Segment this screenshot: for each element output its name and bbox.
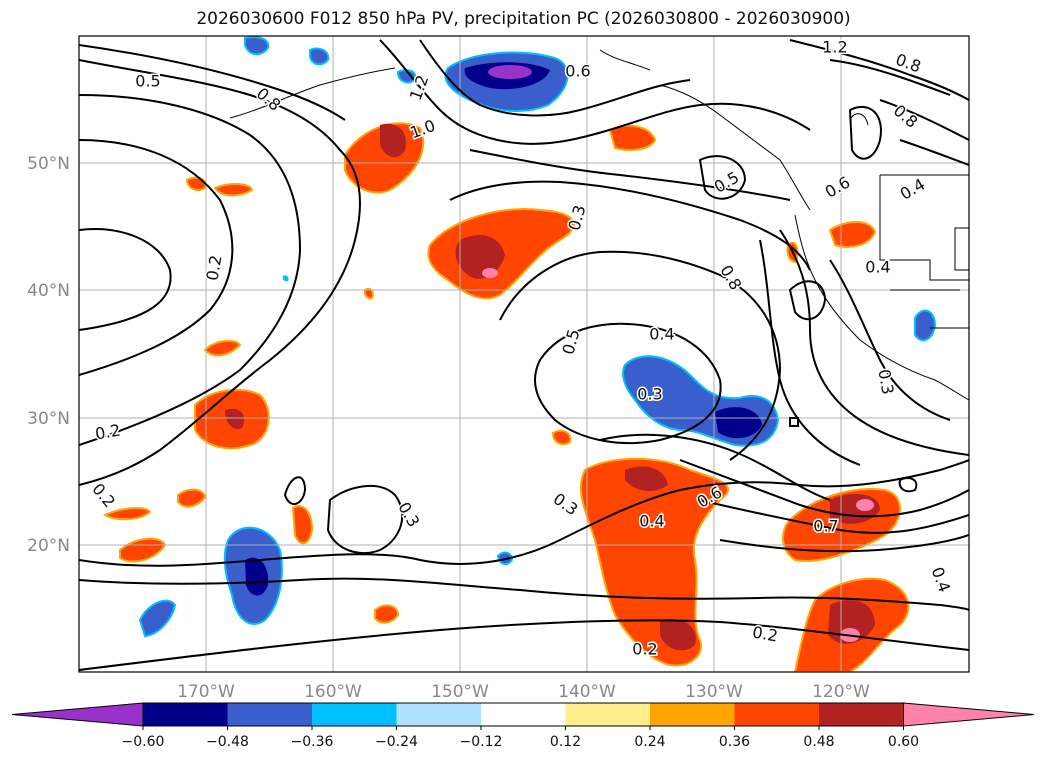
precip-negative-shading — [138, 36, 937, 638]
colorbar-segment — [227, 703, 313, 726]
lat-tick-label: 40°N — [27, 281, 70, 301]
precip-region — [225, 408, 245, 430]
precip-region — [579, 457, 729, 667]
lon-tick-label: 140°W — [558, 682, 616, 702]
precip-region — [309, 47, 330, 66]
pv-contours — [79, 39, 969, 671]
colorbar-tick-label: −0.24 — [375, 734, 418, 750]
precip-region — [551, 429, 572, 446]
colorbar-segment — [819, 703, 904, 726]
colorbar-tick-label: 0.24 — [634, 734, 665, 750]
lat-tick-label: 30°N — [27, 409, 70, 429]
colorbar-tick-label: −0.48 — [206, 734, 249, 750]
precip-region — [245, 557, 269, 596]
lon-tick-label: 120°W — [812, 682, 870, 702]
colorbar-tick-label: −0.36 — [291, 734, 334, 750]
contour-label: 0.2 — [751, 622, 779, 645]
colorbar-segment — [734, 703, 820, 726]
contour-label: 0.6 — [565, 62, 590, 81]
colorbar-extend-low — [11, 702, 144, 727]
lon-tick-label: 170°W — [177, 682, 235, 702]
precip-region — [828, 600, 875, 644]
precip-region — [914, 309, 937, 342]
colorbar-tick-label: 0.12 — [550, 734, 581, 750]
precip-region — [482, 268, 498, 278]
lon-tick-label: 150°W — [431, 682, 489, 702]
lon-tick-label: 130°W — [685, 682, 743, 702]
contour-label: 0.5 — [135, 72, 160, 91]
contour-label: 0.2 — [632, 640, 657, 659]
precip-region — [203, 339, 242, 357]
precip-region — [380, 123, 406, 158]
colorbar-segment — [650, 703, 735, 726]
lat-tick-label: 20°N — [27, 536, 70, 556]
map-title: 2026030600 F012 850 hPa PV, precipitatio… — [196, 9, 851, 29]
gridlines — [79, 36, 969, 672]
contour-label: 0.2 — [94, 420, 122, 443]
colorbar-outline — [142, 702, 904, 727]
precip-region — [213, 183, 254, 197]
colorbar-extend-high — [903, 702, 1035, 727]
colorbar-tick-label: −0.60 — [122, 734, 165, 750]
precip-region — [282, 275, 289, 282]
precip-region — [244, 36, 270, 56]
precip-region — [455, 235, 505, 279]
coastlines — [229, 49, 969, 401]
contour-label: 0.4 — [639, 512, 664, 531]
colorbar-segment — [481, 703, 566, 726]
precip-region — [374, 604, 400, 624]
map-frame — [78, 35, 970, 673]
precip-region — [363, 287, 374, 300]
colorbar-tick-label: 0.60 — [888, 734, 919, 750]
contour-label: 0.4 — [865, 258, 890, 277]
colorbar-segment — [312, 703, 397, 726]
colorbar: −0.60 −0.48 −0.36 −0.24 −0.12 0.12 0.24 0.36 0.4… — [11, 702, 1035, 750]
colorbar-tick-label: 0.48 — [803, 734, 834, 750]
precip-region — [138, 599, 177, 638]
colorbar-segment — [565, 703, 651, 726]
precip-region — [291, 505, 314, 545]
lat-tick-label: 50°N — [27, 154, 70, 174]
contour-label: 0.3 — [637, 385, 662, 404]
lon-tick-label: 160°W — [304, 682, 362, 702]
precip-region — [625, 466, 668, 492]
colorbar-tick-label: 0.36 — [719, 734, 750, 750]
colorbar-segment — [396, 703, 482, 726]
precip-region — [102, 507, 152, 521]
precip-region — [185, 176, 207, 191]
colorbar-tick-label: −0.12 — [460, 734, 503, 750]
precip-region — [856, 499, 874, 511]
precip-positive-shading — [102, 122, 910, 672]
precip-region — [488, 65, 532, 79]
precip-region — [660, 618, 696, 651]
precip-region — [608, 124, 657, 151]
contour-label: 0.7 — [813, 517, 838, 536]
contour-label: 0.4 — [649, 325, 674, 344]
colorbar-segment — [143, 703, 228, 726]
precip-region — [715, 407, 762, 439]
precip-region — [177, 488, 207, 508]
contour-label: 1.2 — [822, 38, 847, 57]
